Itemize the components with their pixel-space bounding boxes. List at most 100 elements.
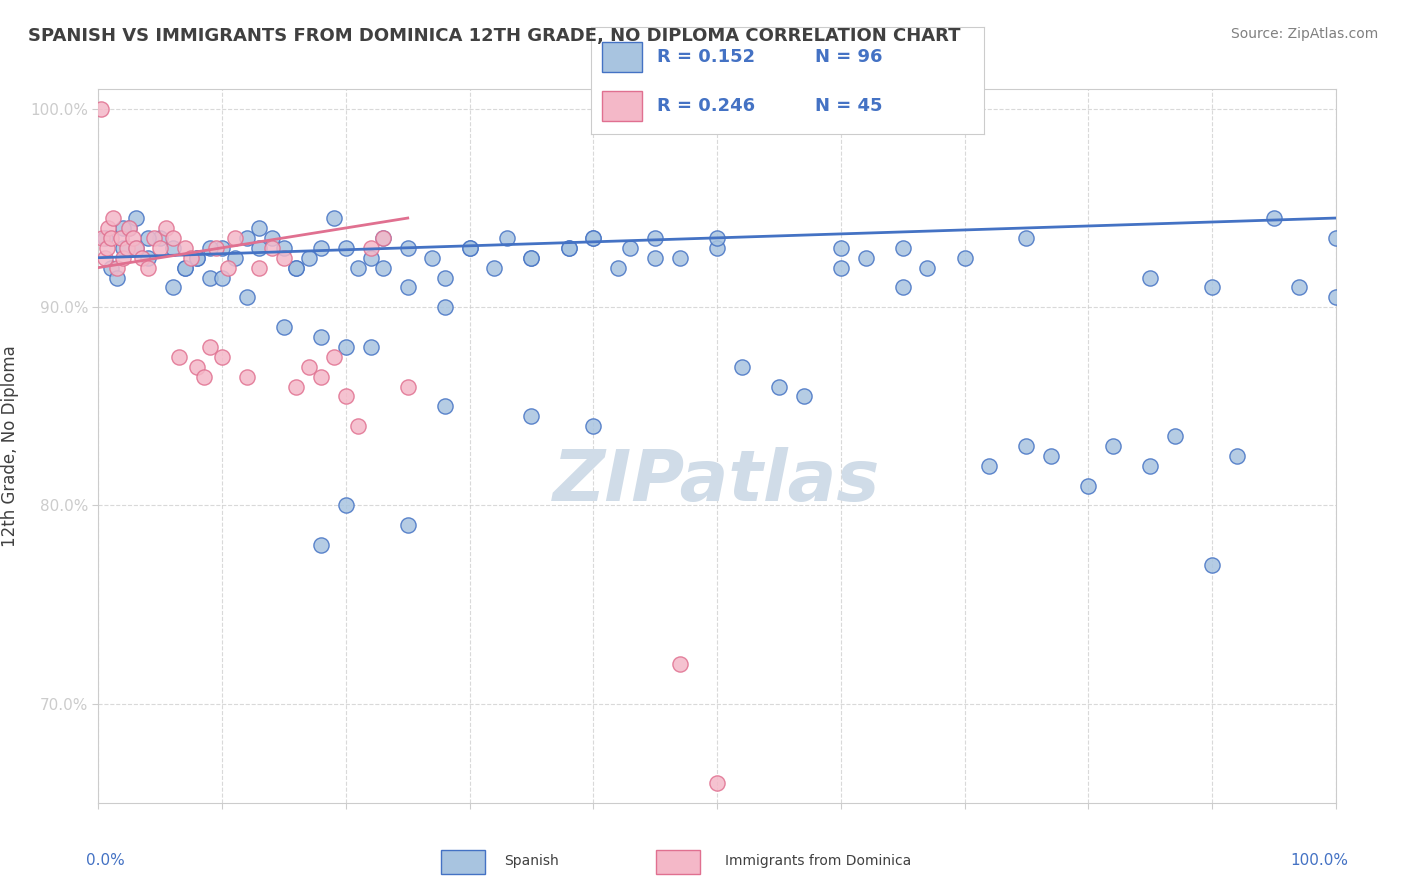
Point [236, 369, 259, 384]
Point [396, 379, 419, 393]
Point [1139, 270, 1161, 285]
Point [309, 369, 332, 384]
Point [97, 221, 120, 235]
Point [124, 211, 146, 225]
Point [180, 251, 202, 265]
Point [211, 241, 233, 255]
Text: R = 0.152: R = 0.152 [658, 48, 755, 66]
Point [247, 241, 270, 255]
Point [155, 221, 177, 235]
Point [1040, 449, 1063, 463]
Point [118, 221, 141, 235]
Point [247, 221, 270, 235]
Point [273, 241, 295, 255]
Point [979, 458, 1001, 473]
Point [236, 231, 259, 245]
Point [360, 241, 382, 255]
Point [458, 241, 481, 255]
Point [174, 260, 197, 275]
Point [103, 211, 125, 225]
Point [1102, 439, 1125, 453]
Point [335, 241, 357, 255]
Point [360, 251, 382, 265]
Point [669, 251, 692, 265]
Point [198, 270, 221, 285]
Point [131, 251, 153, 265]
Point [105, 270, 128, 285]
Point [520, 409, 543, 424]
Point [100, 260, 122, 275]
Point [422, 251, 444, 265]
Point [891, 241, 914, 255]
Point [247, 260, 270, 275]
Point [174, 241, 197, 255]
Point [458, 241, 481, 255]
Point [260, 241, 283, 255]
Point [557, 241, 579, 255]
Point [830, 260, 852, 275]
Point [136, 260, 159, 275]
Point [186, 251, 208, 265]
Point [105, 260, 128, 275]
Point [582, 231, 605, 245]
Point [162, 280, 184, 294]
Point [217, 260, 239, 275]
Point [211, 350, 233, 364]
FancyBboxPatch shape [441, 849, 485, 874]
Point [830, 241, 852, 255]
Point [309, 330, 332, 344]
Point [186, 251, 208, 265]
Point [112, 241, 135, 255]
Point [1324, 231, 1347, 245]
Text: 100.0%: 100.0% [1291, 853, 1348, 868]
Point [706, 241, 728, 255]
Point [93, 251, 115, 265]
Point [298, 359, 321, 374]
FancyBboxPatch shape [602, 91, 641, 121]
Point [644, 231, 666, 245]
Point [1226, 449, 1249, 463]
Point [855, 251, 877, 265]
Point [360, 340, 382, 354]
Point [433, 400, 456, 414]
Point [371, 231, 394, 245]
Point [322, 350, 344, 364]
Point [124, 241, 146, 255]
Point [309, 538, 332, 552]
Point [582, 231, 605, 245]
Point [484, 260, 506, 275]
Point [1139, 458, 1161, 473]
Point [91, 231, 114, 245]
Point [917, 260, 939, 275]
Point [167, 350, 190, 364]
Point [110, 231, 132, 245]
Point [285, 379, 308, 393]
Point [100, 231, 122, 245]
Point [309, 241, 332, 255]
Point [93, 231, 115, 245]
Point [174, 260, 197, 275]
Point [335, 340, 357, 354]
Point [396, 280, 419, 294]
Point [1288, 280, 1310, 294]
Point [669, 657, 692, 671]
Point [891, 280, 914, 294]
Point [396, 241, 419, 255]
Point [1201, 280, 1223, 294]
Point [273, 251, 295, 265]
Point [224, 231, 246, 245]
Point [520, 251, 543, 265]
Point [149, 241, 172, 255]
Point [124, 241, 146, 255]
Point [198, 340, 221, 354]
Y-axis label: 12th Grade, No Diploma: 12th Grade, No Diploma [1, 345, 18, 547]
Text: N = 96: N = 96 [815, 48, 883, 66]
Point [1015, 231, 1038, 245]
Point [143, 231, 166, 245]
Point [557, 241, 579, 255]
Point [118, 221, 141, 235]
Point [1077, 478, 1099, 492]
Point [371, 260, 394, 275]
Point [112, 251, 135, 265]
Point [347, 419, 370, 434]
